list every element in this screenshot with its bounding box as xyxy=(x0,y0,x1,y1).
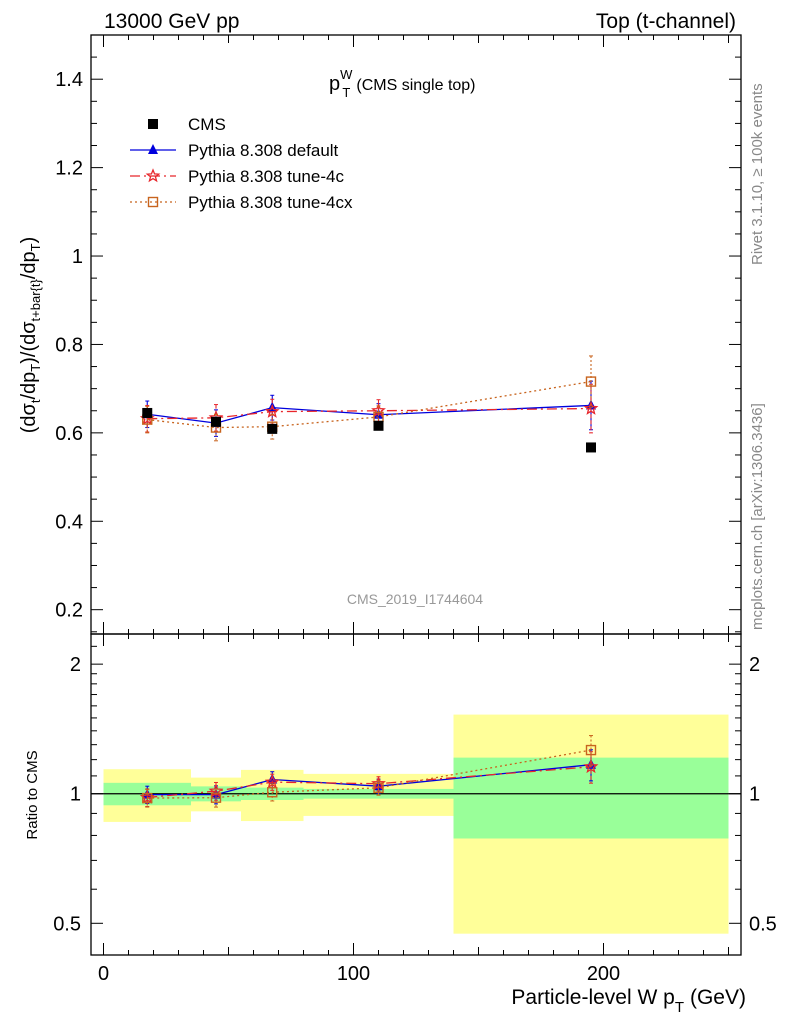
plot-title-note: (CMS single top) xyxy=(356,77,475,94)
ratio-series-2-point xyxy=(267,787,278,798)
plot-title-sub: T xyxy=(342,85,350,100)
ratio-series-2-point xyxy=(210,792,222,803)
ratio-frame xyxy=(90,633,742,956)
ratio-y-tick-label-left: 1 xyxy=(70,784,81,806)
main-y-tick-label: 1.2 xyxy=(55,158,83,180)
ratio-y-tick-label-right: 2 xyxy=(749,654,760,676)
main-series-2-point xyxy=(585,376,597,387)
cms-data-point xyxy=(142,407,153,418)
cms-data-point xyxy=(373,420,384,431)
main-y-tick-label: 0.2 xyxy=(55,600,83,622)
ratio-series-0-point xyxy=(267,773,278,784)
main-y-tick-label: 0.8 xyxy=(55,334,83,356)
ratio-series-2-point xyxy=(373,782,384,794)
legend-cms-label: CMS xyxy=(188,115,226,134)
plot-title-sup: W xyxy=(340,67,353,82)
ratio-series-1-point xyxy=(583,759,599,774)
ratio-y-tick-label-left: 0.5 xyxy=(53,913,81,935)
main-series-1-point xyxy=(371,402,386,418)
process-label: Top (t-channel) xyxy=(596,10,736,33)
cms-data-points xyxy=(142,407,596,453)
main-y-tick-label: 1 xyxy=(72,246,83,268)
legend-marker-1 xyxy=(145,168,161,183)
ratio-y-tick-label-right: 1 xyxy=(749,784,760,806)
legend-marker-0 xyxy=(148,144,158,154)
legend: CMS Pythia 8.308 default Pythia 8.308 tune… xyxy=(130,115,353,212)
legend-label-1: Pythia 8.308 tune-4c xyxy=(188,167,344,186)
main-y-axis-label: (dσt/dpT)/(dσt+bar{t}/dpT) xyxy=(18,237,43,434)
main-y-tick-label: 0.6 xyxy=(55,423,83,445)
ratio-y-axis-label: Ratio to CMS xyxy=(24,750,41,839)
x-tick-label: 200 xyxy=(587,963,620,985)
legend-cms-marker xyxy=(148,119,158,129)
rivet-version-label: Rivet 3.1.10, ≥ 100k events xyxy=(749,83,766,265)
x-tick-label: 100 xyxy=(337,963,370,985)
ratio-series-2-point xyxy=(585,744,597,756)
cms-data-point xyxy=(267,423,278,434)
cms-data-point xyxy=(211,416,221,427)
main-series-1-point xyxy=(583,400,599,415)
plot-title: pW T (CMS single top) xyxy=(329,67,476,100)
ratio-y-tick-label-left: 2 xyxy=(70,654,81,676)
main-y-tick-label: 1.4 xyxy=(55,69,83,91)
cms-data-point xyxy=(586,442,596,453)
x-axis-label: Particle-level W pT (GeV) xyxy=(511,986,746,1016)
ratio-y-tick-label-right: 0.5 xyxy=(749,913,777,935)
ratio-mc-series xyxy=(139,735,599,808)
collision-energy-label: 13000 GeV pp xyxy=(104,10,239,33)
axes-frames: 0.2 0.4 0.6 0.8 1 1.2 1.4 0 100 200 0.5 0.5 1 1 2 2 xyxy=(53,34,777,985)
mcplots-source-label: mcplots.cern.ch [arXiv:1306.3436] xyxy=(749,403,766,630)
analysis-id-label: CMS_2019_I1744604 xyxy=(347,591,483,607)
plot-title-main: p xyxy=(329,73,340,95)
ratio-series-2-point xyxy=(142,792,153,804)
legend-label-2: Pythia 8.308 tune-4cx xyxy=(188,193,353,212)
ratio-uncertainty-bands xyxy=(103,714,729,934)
main-y-tick-label: 0.4 xyxy=(55,511,83,533)
legend-marker-2 xyxy=(147,196,159,208)
x-tick-label: 0 xyxy=(98,963,109,985)
legend-label-0: Pythia 8.308 default xyxy=(188,141,339,160)
